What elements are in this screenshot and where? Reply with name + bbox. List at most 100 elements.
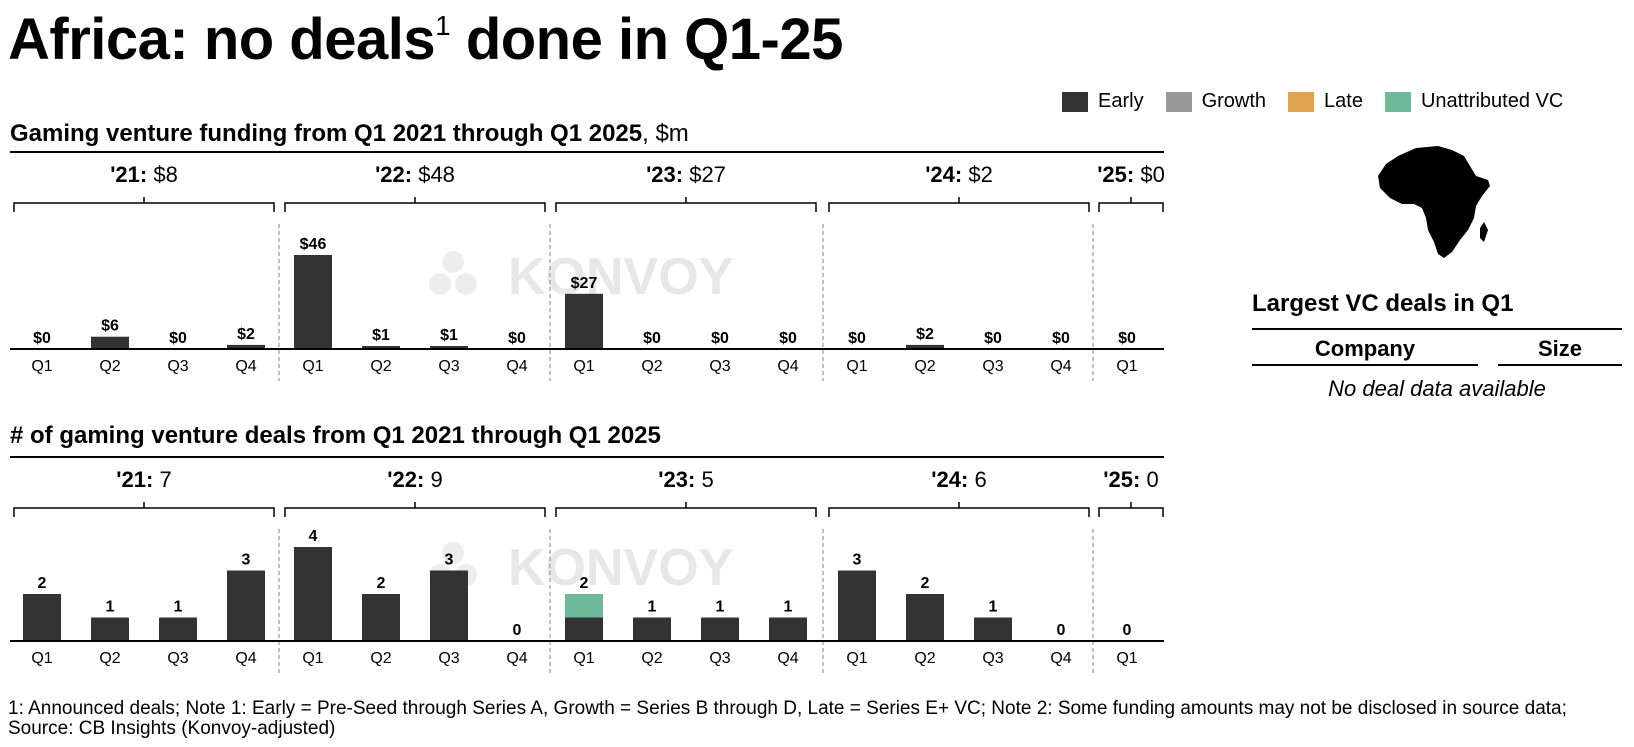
bar-early — [23, 594, 61, 641]
year-total: $27 — [689, 162, 726, 187]
watermark: KONVOY — [429, 539, 733, 597]
quarter-tick-label: Q1 — [1116, 358, 1137, 375]
quarter-tick-label: Q1 — [1116, 650, 1137, 667]
bar-early — [430, 570, 468, 641]
bar-early — [974, 617, 1012, 641]
watermark-logo-icon — [455, 273, 477, 295]
data-label: 1 — [648, 599, 657, 616]
legend: Early Growth Late Unattributed VC — [1062, 90, 1563, 113]
year-total: 5 — [701, 467, 713, 492]
quarter-tick-label: Q2 — [370, 358, 391, 375]
company-column-header: Company — [1252, 336, 1478, 366]
bar-unattributed — [565, 594, 603, 618]
watermark-logo-icon — [429, 273, 451, 295]
quarter-tick-label: Q1 — [846, 650, 867, 667]
year-total: 9 — [430, 467, 442, 492]
data-label: 3 — [445, 552, 454, 569]
data-label: 2 — [921, 575, 930, 592]
year-label: '21: — [110, 162, 153, 187]
data-label: $27 — [571, 275, 598, 292]
year-total: $8 — [153, 162, 177, 187]
bar-early — [362, 594, 400, 641]
data-label: $46 — [300, 236, 327, 253]
bar-early — [91, 336, 129, 349]
year-bracket — [555, 197, 817, 212]
africa-map-icon — [1372, 142, 1532, 272]
quarter-tick-label: Q3 — [709, 650, 730, 667]
quarter-tick-label: Q1 — [31, 650, 52, 667]
year-label: '24: — [925, 162, 968, 187]
legend-swatch — [1384, 91, 1411, 112]
year-bracket — [1098, 502, 1164, 517]
bar-early — [227, 570, 265, 641]
legend-swatch — [1062, 91, 1088, 112]
quarter-tick-label: Q3 — [167, 358, 188, 375]
year-header: '24: $2 — [925, 162, 993, 187]
data-label: $0 — [508, 330, 526, 347]
bar-early — [430, 346, 468, 349]
bar-early — [838, 570, 876, 641]
quarter-tick-label: Q4 — [235, 650, 256, 667]
legend-item: Early — [1062, 90, 1144, 113]
year-total: 7 — [159, 467, 171, 492]
quarter-tick-label: Q2 — [99, 358, 120, 375]
data-label: 2 — [580, 575, 589, 592]
bar-early — [565, 617, 603, 641]
data-label: $1 — [372, 327, 390, 344]
table-header: Company Size — [1252, 336, 1622, 366]
data-label: $0 — [848, 330, 866, 347]
funding-chart: KONVOY '21: $8 $0 Q1 $6 Q2 $0 Q3 $2 Q4 '22: $48 $46… — [10, 151, 1165, 381]
data-label: $1 — [440, 327, 458, 344]
year-label: '23: — [646, 162, 689, 187]
year-label: '22: — [375, 162, 418, 187]
quarter-tick-label: Q2 — [914, 358, 935, 375]
watermark-logo-icon — [442, 251, 464, 273]
watermark-logo-icon — [442, 542, 464, 564]
data-label: $0 — [1052, 330, 1070, 347]
quarter-tick-label: Q3 — [438, 358, 459, 375]
quarter-tick-label: Q3 — [982, 650, 1003, 667]
year-header: '24: 6 — [931, 467, 986, 492]
deals-count-chart: KONVOY '21: 7 2 Q1 1 Q2 1 Q3 3 Q4 '22: 9 4 Q1 2 Q2 3 Q3 0… — [10, 456, 1164, 673]
quarter-tick-label: Q1 — [846, 358, 867, 375]
legend-item: Late — [1288, 90, 1363, 113]
quarter-tick-label: Q4 — [235, 358, 256, 375]
legend-swatch — [1165, 91, 1192, 112]
data-label: 2 — [377, 575, 386, 592]
data-label: 0 — [1123, 622, 1132, 639]
bar-early — [91, 617, 129, 641]
quarter-tick-label: Q1 — [573, 358, 594, 375]
year-header: '22: 9 — [387, 467, 442, 492]
data-label: 3 — [242, 552, 251, 569]
bar-early — [769, 617, 807, 641]
legend-item: Unattributed VC — [1384, 90, 1563, 113]
legend-label: Late — [1324, 90, 1363, 112]
data-label: 2 — [38, 575, 47, 592]
bar-early — [294, 547, 332, 641]
quarter-tick-label: Q3 — [167, 650, 188, 667]
page-title: Africa: no deals1 done in Q1-25 — [8, 7, 843, 72]
quarter-tick-label: Q4 — [1050, 358, 1071, 375]
legend-swatch — [1288, 91, 1315, 112]
watermark-text: KONVOY — [508, 539, 733, 597]
quarter-tick-label: Q4 — [777, 650, 798, 667]
data-label: $2 — [916, 326, 934, 343]
bar-early — [701, 617, 739, 641]
data-label: $2 — [237, 326, 255, 343]
quarter-tick-label: Q1 — [302, 650, 323, 667]
bar-early — [565, 293, 603, 349]
year-label: '21: — [116, 467, 159, 492]
quarter-tick-label: Q1 — [302, 358, 323, 375]
quarter-tick-label: Q2 — [914, 650, 935, 667]
year-total: $0 — [1140, 162, 1164, 187]
data-label: 0 — [1057, 622, 1066, 639]
year-total: 6 — [974, 467, 986, 492]
year-bracket — [284, 502, 546, 517]
year-total: $2 — [968, 162, 992, 187]
legend-item: Growth — [1165, 90, 1266, 113]
quarter-tick-label: Q3 — [709, 358, 730, 375]
year-total: 0 — [1146, 467, 1158, 492]
data-label: 1 — [106, 599, 115, 616]
data-label: 0 — [513, 622, 522, 639]
quarter-tick-label: Q2 — [370, 650, 391, 667]
